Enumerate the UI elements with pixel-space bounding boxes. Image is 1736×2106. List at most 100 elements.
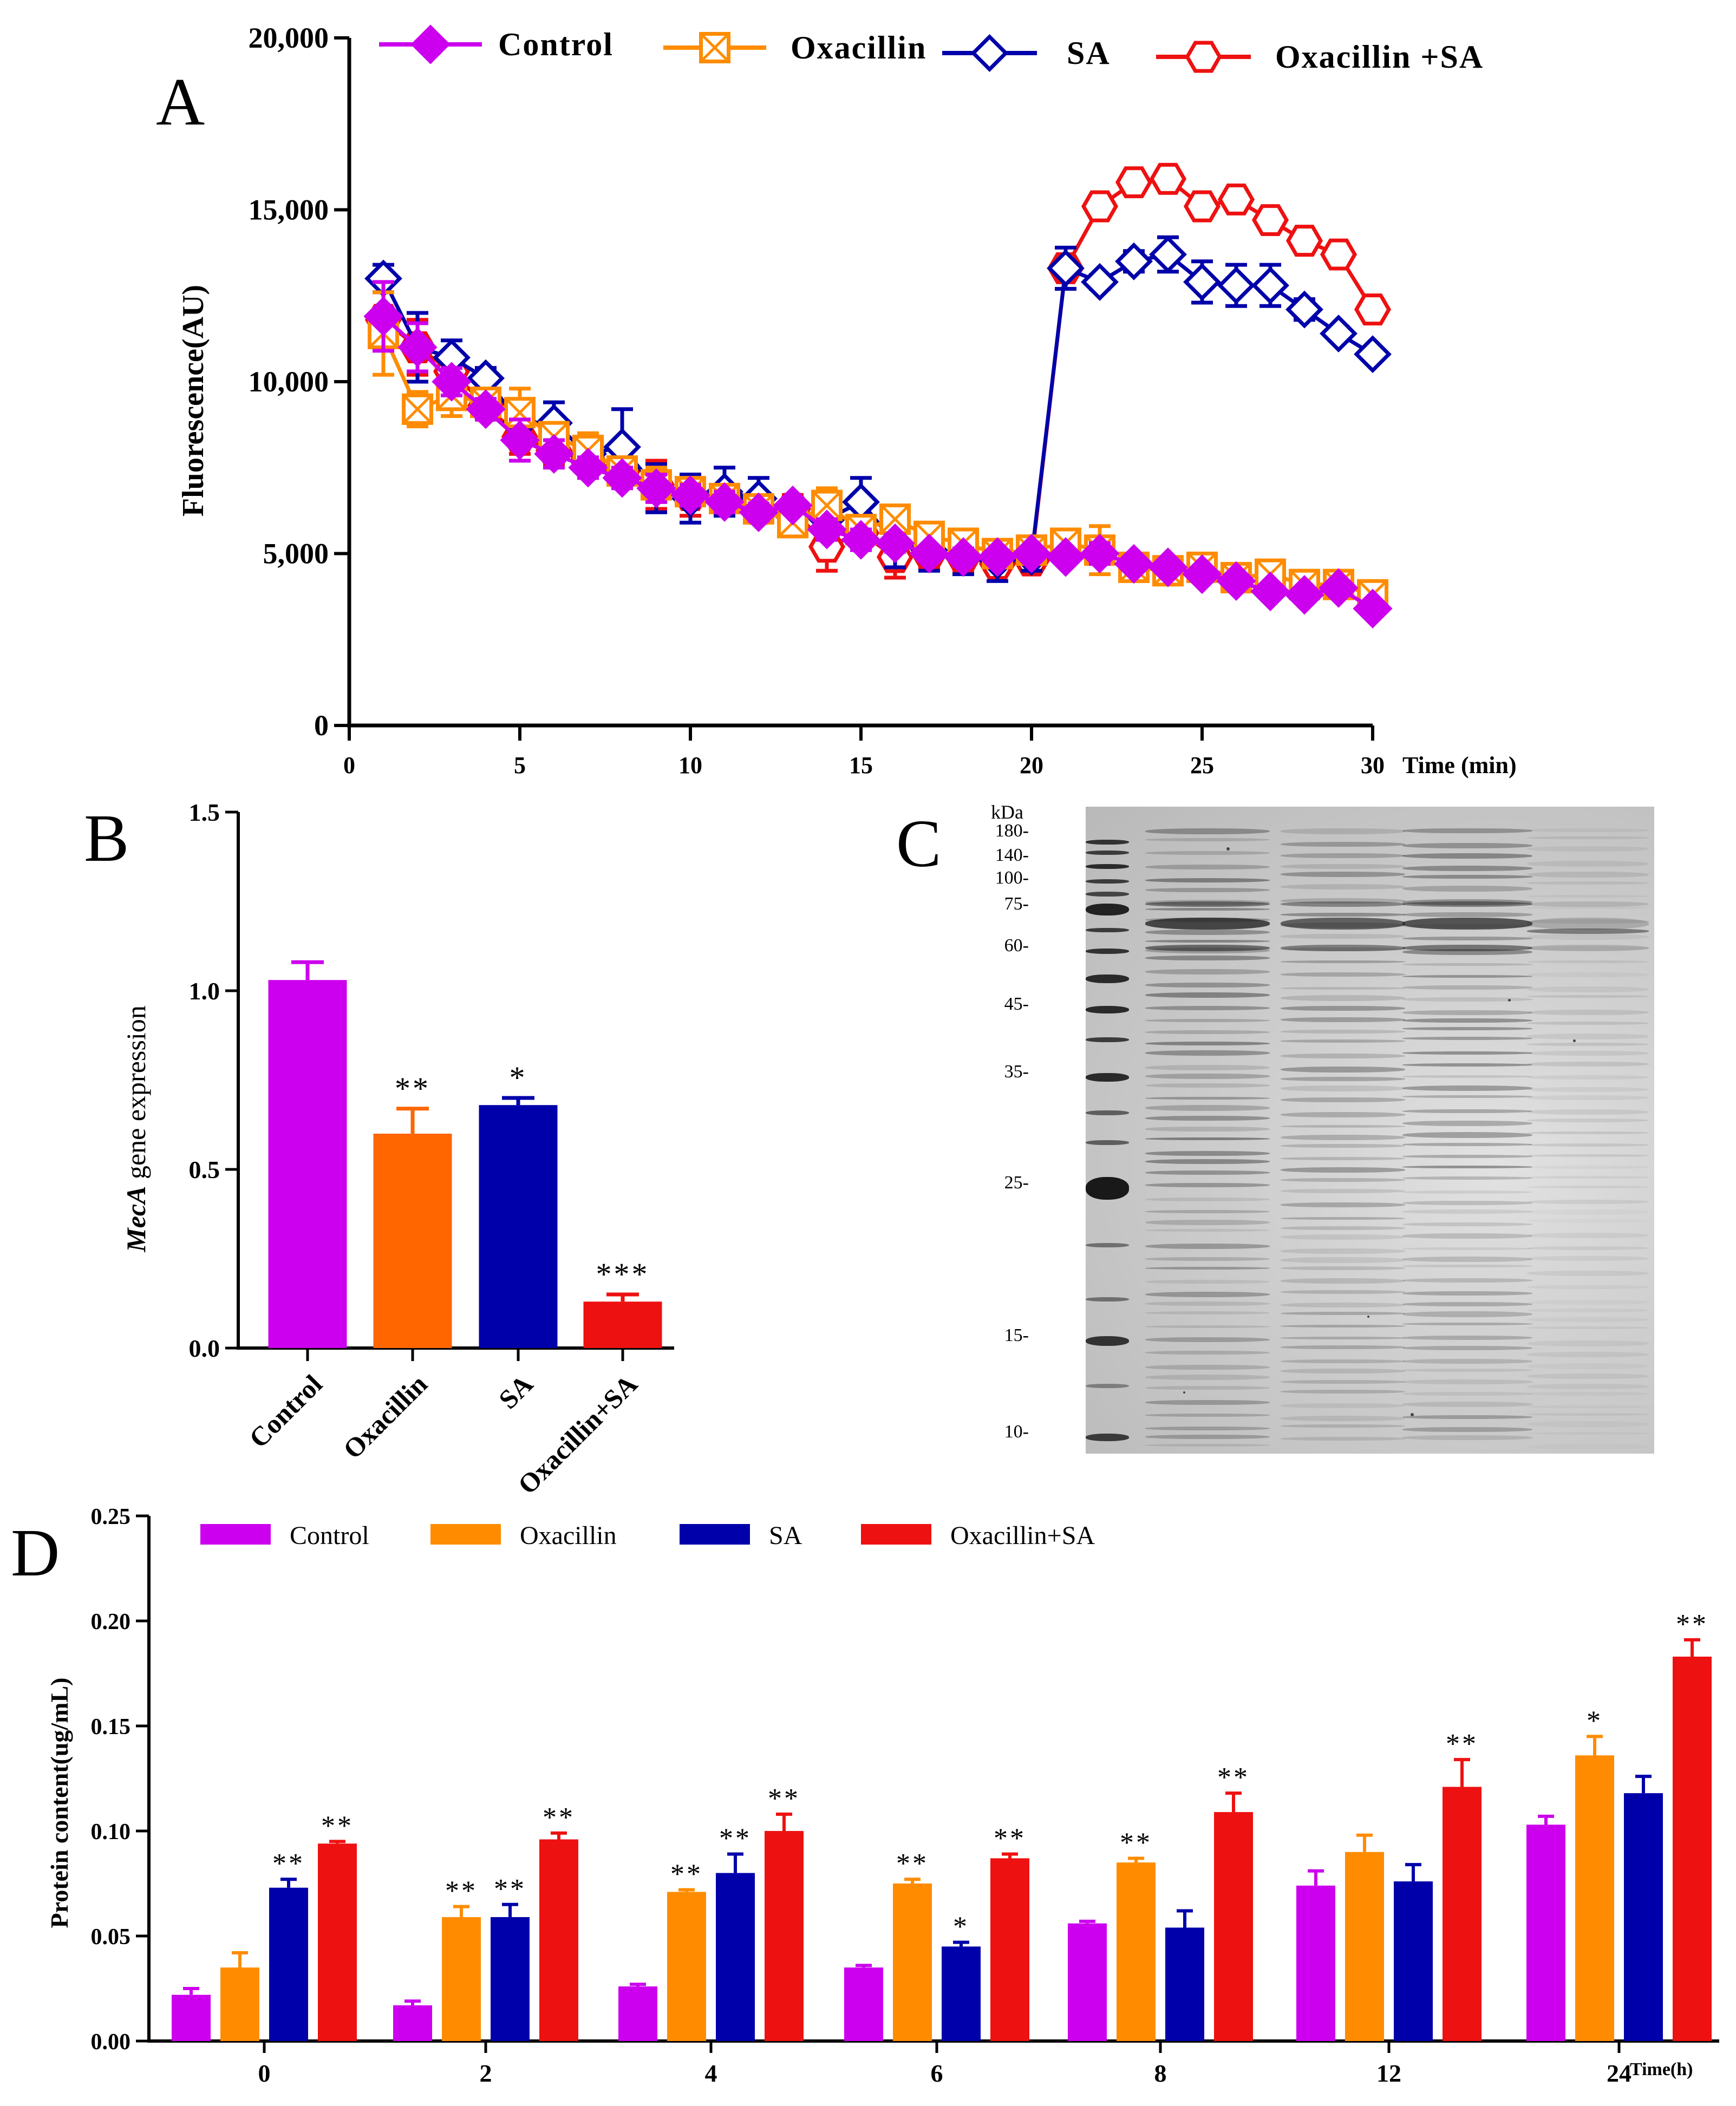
gel-band [1145, 1435, 1270, 1439]
panel-d-xtick-label: 24 [1607, 2059, 1631, 2087]
panel-d-error-bar [1308, 1869, 1324, 1886]
panel-a-point [397, 327, 438, 368]
panel-d-bar-oxacillin-sa [1673, 1656, 1712, 2041]
gel-band [1402, 1109, 1532, 1113]
legend-label-oxacillin: Oxacillin [791, 30, 926, 66]
gel-band [1402, 945, 1532, 951]
legend-label-oxacillin-sa: Oxacillin +SA [1275, 39, 1484, 75]
gel-band [1527, 836, 1649, 839]
legend-label-oxacillin-sa: Oxacillin+SA [950, 1521, 1095, 1550]
gel-band [1402, 1415, 1532, 1419]
panel-a-point [807, 509, 847, 550]
panel-d-bar-control [172, 1994, 211, 2041]
panel-b-ytick-label: 1.5 [189, 799, 220, 826]
panel-d-error-bar [630, 1983, 646, 1987]
gel-band [1281, 987, 1405, 990]
panel-a-line-chart: 0 5,000 10,000 15,000 20,000 0 5 10 15 20 25 30 Cont… [249, 22, 1484, 779]
panel-d-bar-sa [1394, 1881, 1433, 2041]
gel-band [1527, 861, 1649, 867]
gel-band [1402, 1435, 1532, 1440]
panel-b-bar-oxacillin-sa [583, 1301, 662, 1348]
gel-band [1281, 934, 1405, 939]
panel-d-ytick-label: 0.20 [91, 1610, 131, 1634]
panel-b-error-bar [606, 1292, 639, 1302]
panel-c-marker-label: 10- [1004, 1422, 1029, 1442]
gel-band [1402, 1379, 1532, 1384]
panel-a-point [1216, 561, 1256, 601]
gel-band [1145, 1074, 1270, 1079]
gel-band [1402, 937, 1532, 940]
gel-band [1402, 912, 1532, 917]
legend-marker-oxacillin [699, 32, 730, 63]
panel-c-letter: C [896, 807, 941, 881]
panel-d-xtick-label: 4 [705, 2059, 717, 2087]
gel-band [1402, 1233, 1532, 1239]
panel-a-point [1353, 588, 1393, 629]
legend-marker-oxacillin-sa [1185, 41, 1222, 73]
panel-a-xtick-label: 25 [1190, 752, 1214, 779]
legend-label-oxacillin: Oxacillin [520, 1521, 617, 1550]
panel-d-significance: * [1587, 1705, 1603, 1736]
gel-band [1402, 1369, 1532, 1372]
gel-band [1527, 828, 1649, 832]
gel-band [1402, 899, 1532, 905]
panel-a-point [602, 458, 642, 498]
gel-band [1281, 1144, 1405, 1148]
panel-a-point [1115, 166, 1153, 199]
gel-band [1527, 1432, 1649, 1435]
gel-band [1527, 1109, 1649, 1115]
gel-band [1281, 1337, 1405, 1339]
gel-band [1145, 1257, 1270, 1261]
panel-a-point [1148, 547, 1188, 587]
panel-d-bar-oxacillin-sa [1214, 1812, 1253, 2041]
gel-band [1086, 1177, 1129, 1200]
panel-a-point [841, 520, 881, 560]
gel-band [1527, 1300, 1649, 1305]
panel-d-ytick-label: 0.25 [91, 1505, 131, 1529]
panel-a-point [909, 533, 949, 574]
gel-band [1145, 1105, 1270, 1111]
gel-band [1402, 1278, 1532, 1283]
gel-band [1281, 1303, 1405, 1307]
gel-band [1402, 1018, 1532, 1023]
gel-lane-4 [1527, 807, 1649, 1454]
gel-band [1145, 1030, 1270, 1034]
panel-d-significance: ** [543, 1802, 575, 1833]
gel-band [1145, 918, 1270, 930]
gel-band [1145, 908, 1270, 911]
gel-band [1402, 985, 1532, 990]
panel-d-significance: ** [272, 1848, 305, 1879]
panel-a-point [1183, 263, 1221, 301]
gel-band [1402, 1257, 1532, 1262]
panel-a-point [977, 537, 1017, 577]
gel-band [1145, 1301, 1270, 1306]
panel-d-error-bar [1079, 1919, 1095, 1924]
panel-d-bar-oxacillin-sa [539, 1839, 578, 2041]
panel-d-significance: ** [994, 1823, 1026, 1854]
panel-d-ytick-label: 0.05 [91, 1925, 131, 1950]
marker-cross [505, 397, 535, 428]
panel-a-point [1011, 533, 1052, 574]
gel-band [1527, 846, 1649, 852]
gel-lane-2 [1281, 807, 1405, 1454]
gel-band [1527, 1271, 1649, 1276]
panel-d-xtick-label: 0 [258, 2059, 271, 2087]
gel-band [1281, 1369, 1405, 1374]
panel-d-error-bar [1128, 1856, 1144, 1863]
gel-band [1145, 1183, 1270, 1187]
gel-band [1527, 1326, 1649, 1329]
gel-band [1402, 918, 1532, 930]
panel-a-line-oxacillin-sa [382, 176, 1374, 566]
gel-band [1527, 1309, 1649, 1312]
panel-a-ytick-label: 15,000 [249, 194, 329, 226]
panel-a-point [670, 475, 710, 515]
legend-label-sa: SA [769, 1521, 802, 1550]
panel-d-letter: D [11, 1516, 60, 1591]
gel-band [1281, 1437, 1405, 1441]
gel-band [1527, 918, 1649, 930]
gel-band [1527, 1219, 1649, 1223]
panel-d-error-bar [453, 1905, 469, 1918]
gel-band [1281, 913, 1405, 917]
gel-band [1527, 872, 1649, 878]
